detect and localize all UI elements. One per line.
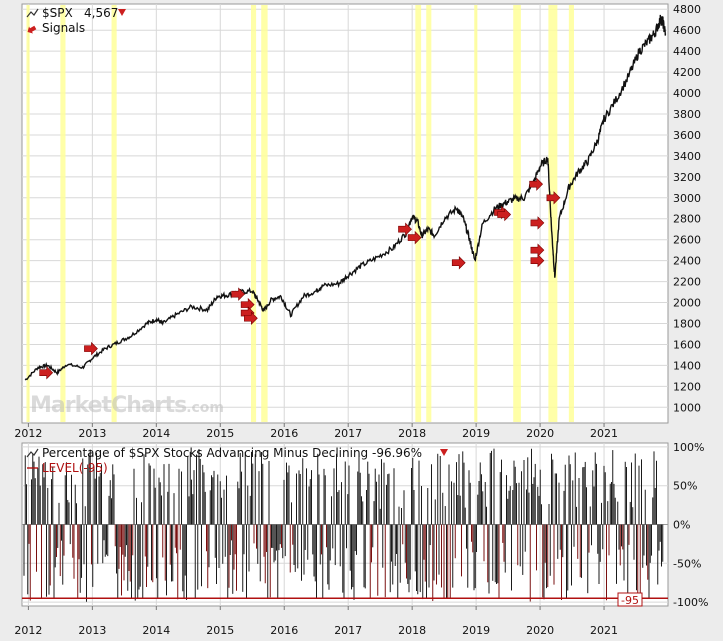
highlight-band xyxy=(415,5,422,422)
signal-arrow xyxy=(546,191,561,205)
x-tick-label: 2017 xyxy=(334,427,362,440)
signal-arrow xyxy=(240,297,255,312)
x-tick-label: 2017 xyxy=(334,624,362,637)
highlight-band xyxy=(60,5,66,422)
signal-arrows xyxy=(39,177,561,380)
price-tick-label: 4800 xyxy=(673,3,701,16)
price-tick-label: 3200 xyxy=(673,171,701,184)
price-title-symbol: $SPX xyxy=(42,6,73,20)
x-tick-label: 2012 xyxy=(14,427,42,440)
signals-label: Signals xyxy=(42,21,85,35)
signal-arrow xyxy=(39,365,54,380)
highlight-band xyxy=(426,5,432,422)
highlight-band xyxy=(548,5,558,422)
price-title-value: 4,567 xyxy=(84,6,118,20)
signal-arrow xyxy=(497,207,512,222)
level-tag: -95 xyxy=(617,592,643,607)
x-tick-label: 2014 xyxy=(142,624,170,637)
price-tick-label: 2800 xyxy=(673,213,701,226)
price-tick-label: 2600 xyxy=(673,234,701,247)
highlight-band xyxy=(568,5,574,422)
highlight-band xyxy=(111,5,117,422)
x-tick-label: 2021 xyxy=(590,427,618,440)
x-tick-label: 2016 xyxy=(270,624,298,637)
signal-arrow xyxy=(530,216,545,230)
breadth-legend: Percentage of $SPX Stocks Advancing Minu… xyxy=(26,446,448,475)
price-tick-label: 3000 xyxy=(673,192,701,205)
price-tick-label: 1600 xyxy=(673,338,701,351)
signal-arrow xyxy=(451,256,466,270)
x-tick-label: 2013 xyxy=(78,427,106,440)
down-triangle-icon xyxy=(440,449,448,456)
x-axis-bottom: 2012 2013 2014 2015 2016 2017 2018 2019 2020 2021 xyxy=(14,606,618,637)
signal-arrow xyxy=(407,230,422,245)
price-tick-label: 1400 xyxy=(673,359,701,372)
x-axis-top: 2012 2013 2014 2015 2016 2017 2018 2019 2020 2021 xyxy=(14,423,618,440)
breadth-tick-label: -50% xyxy=(673,557,701,570)
breadth-tick-label: 100% xyxy=(673,441,704,454)
signal-arrow-icon xyxy=(27,25,37,34)
breadth-y-axis: 100% 50% 0% -50% -100% xyxy=(673,441,708,609)
line-chart-icon xyxy=(26,448,39,458)
x-tick-label: 2018 xyxy=(398,427,426,440)
highlight-band xyxy=(250,5,257,422)
x-tick-label: 2021 xyxy=(590,624,618,637)
x-tick-label: 2013 xyxy=(78,624,106,637)
x-tick-label: 2016 xyxy=(270,427,298,440)
price-tick-label: 3600 xyxy=(673,129,701,142)
price-tick-label: 1200 xyxy=(673,380,701,393)
breadth-tick-label: -100% xyxy=(673,596,708,609)
price-tick-label: 2000 xyxy=(673,297,701,310)
x-tick-label: 2019 xyxy=(462,427,490,440)
highlight-band xyxy=(26,5,30,422)
breadth-title: Percentage of $SPX Stocks Advancing Minu… xyxy=(42,446,422,460)
price-tick-label: 4600 xyxy=(673,24,701,37)
breadth-tick-label: 50% xyxy=(673,480,697,493)
signal-arrow xyxy=(398,222,412,236)
highlight-band xyxy=(474,5,478,422)
price-tick-label: 3800 xyxy=(673,108,701,121)
signal-arrow xyxy=(530,243,545,257)
breadth-bars xyxy=(23,448,664,602)
x-tick-label: 2020 xyxy=(526,624,554,637)
signal-arrow xyxy=(244,311,258,325)
x-tick-label: 2012 xyxy=(14,624,42,637)
highlight-band xyxy=(513,5,521,422)
x-tick-label: 2020 xyxy=(526,427,554,440)
x-tick-label: 2015 xyxy=(206,427,234,440)
price-legend: $SPX 4,567 Signals xyxy=(26,6,126,35)
price-tick-label: 3400 xyxy=(673,150,701,163)
price-tick-label: 2200 xyxy=(673,276,701,289)
signal-arrow xyxy=(84,341,98,356)
signal-arrow xyxy=(231,287,245,301)
level-label: LEVEL(-95) xyxy=(42,461,108,475)
price-tick-label: 4400 xyxy=(673,45,701,58)
price-tick-label: 1800 xyxy=(673,317,701,330)
down-triangle-icon xyxy=(118,9,126,16)
x-tick-label: 2019 xyxy=(462,624,490,637)
watermark-logo: MarketCharts.com xyxy=(30,393,224,418)
x-tick-label: 2018 xyxy=(398,624,426,637)
price-tick-label: 1000 xyxy=(673,401,701,414)
signal-arrow xyxy=(530,253,545,268)
signal-highlight-bands xyxy=(26,5,574,422)
breadth-tick-label: 0% xyxy=(673,519,690,532)
price-tick-label: 4200 xyxy=(673,66,701,79)
x-tick-label: 2014 xyxy=(142,427,170,440)
price-tick-label: 4000 xyxy=(673,87,701,100)
signal-arrow xyxy=(529,177,544,191)
svg-text:-95: -95 xyxy=(621,594,639,607)
price-y-axis: 1000 1200 1400 1600 1800 2000 2200 2400 2600 2800… xyxy=(673,3,701,414)
price-tick-label: 2400 xyxy=(673,255,701,268)
x-tick-label: 2015 xyxy=(206,624,234,637)
spx-price-line xyxy=(24,14,667,381)
line-chart-icon xyxy=(26,8,39,18)
highlight-band xyxy=(261,5,268,422)
